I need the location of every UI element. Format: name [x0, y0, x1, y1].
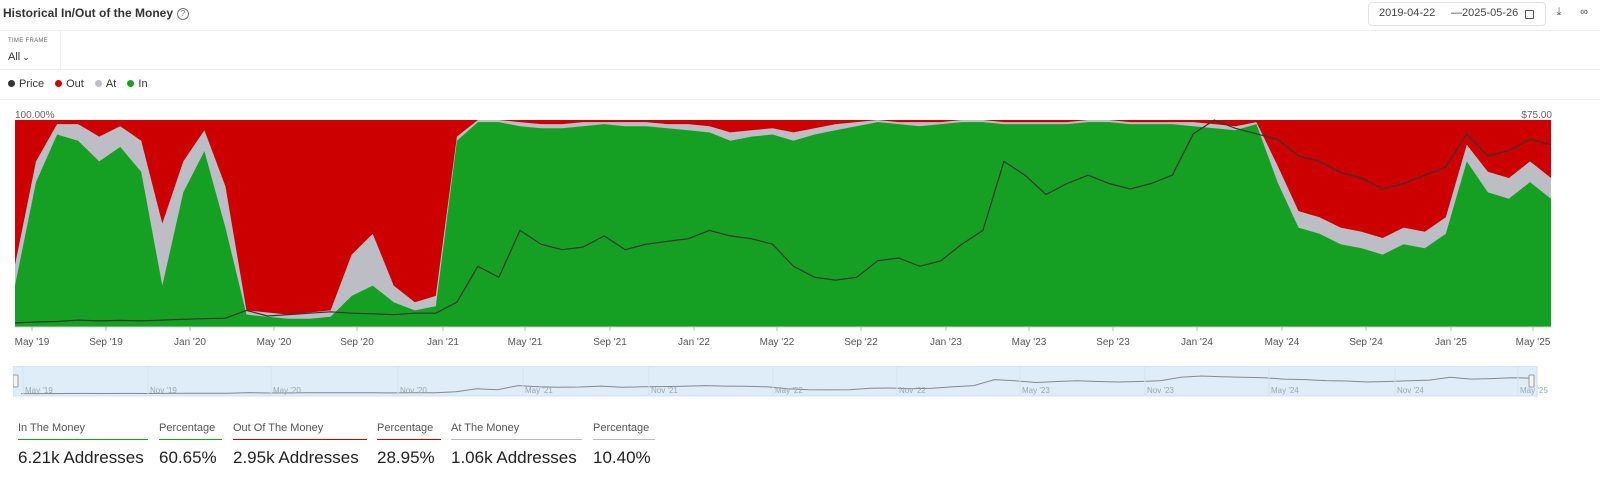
stat-value: 60.65%: [159, 448, 217, 467]
x-tick-label: Jan '23: [930, 337, 962, 348]
stat-value: 6.21k Addresses: [18, 448, 144, 467]
chart-legend: Price Out At In: [8, 78, 156, 90]
y-axis-left-label: 100.00%: [15, 110, 55, 121]
download-icon[interactable]: ⤓: [1556, 6, 1562, 18]
x-tick-label: Sep '24: [1349, 337, 1383, 348]
legend-dot: [55, 80, 63, 87]
legend-item-at[interactable]: At: [94, 78, 117, 90]
stat-at-the-money: At The Money 1.06k Addresses: [451, 422, 582, 468]
legend-label: In: [138, 78, 148, 90]
timeframe-selector[interactable]: TIME FRAME All ⌄: [0, 31, 61, 69]
stat-at-percentage: Percentage 10.40%: [593, 422, 655, 468]
series-area-in: [15, 122, 1551, 327]
stat-value: 28.95%: [377, 448, 435, 467]
stat-value: 1.06k Addresses: [451, 448, 577, 467]
x-tick-label: May '19: [15, 337, 50, 348]
title-text: Historical In/Out of the Money: [3, 6, 174, 20]
x-tick-label: May '22: [760, 337, 795, 348]
x-tick-label: Sep '20: [340, 337, 374, 348]
legend-item-out[interactable]: Out: [55, 78, 84, 90]
navigator-tick-label: Nov '24: [1397, 386, 1424, 395]
navigator[interactable]: May '19 Nov '19 May '20 Nov '20 May '21 Nov '…: [13, 366, 1573, 398]
navigator-tick-label: May '24: [1271, 386, 1299, 395]
page-title: Historical In/Out of the Money?: [3, 6, 190, 20]
x-tick-label: Sep '23: [1096, 337, 1130, 348]
stat-label: Out Of The Money: [233, 422, 367, 440]
y-axis-right-label: $75.00: [1521, 110, 1552, 121]
stat-out-of-the-money: Out Of The Money 2.95k Addresses: [233, 422, 367, 468]
navigator-tick-label: Nov '20: [400, 386, 427, 395]
date-from: 2019-04-22: [1379, 7, 1436, 19]
x-tick-label: May '21: [508, 337, 543, 348]
stat-in-percentage: Percentage 60.65%: [159, 422, 222, 468]
timeframe-value-text: All: [8, 51, 21, 63]
stat-label: At The Money: [451, 422, 582, 440]
navigator-series-line: [21, 375, 1534, 395]
navigator-handle-right[interactable]: [1528, 374, 1535, 388]
navigator-handle-left[interactable]: [13, 374, 19, 388]
legend-label: At: [105, 78, 117, 90]
x-tick-label: May '23: [1012, 337, 1047, 348]
x-tick-label: May '20: [257, 337, 292, 348]
navigator-tick-label: May '21: [525, 386, 553, 395]
stat-label: Percentage: [593, 422, 655, 440]
divider: [0, 99, 1600, 100]
stat-label: In The Money: [18, 422, 148, 440]
question-circle-icon[interactable]: ?: [177, 8, 190, 20]
legend-item-in[interactable]: In: [127, 78, 148, 90]
divider: [0, 69, 1600, 70]
x-tick-label: Jan '21: [427, 337, 459, 348]
x-tick-label: Sep '22: [844, 337, 878, 348]
stat-in-the-money: In The Money 6.21k Addresses: [18, 422, 148, 468]
legend-dot: [94, 80, 102, 87]
navigator-tick-label: Nov '23: [1147, 386, 1174, 395]
timeframe-value[interactable]: All ⌄: [8, 51, 30, 63]
x-tick-label: Jan '25: [1435, 337, 1467, 348]
navigator-tick-label: May '22: [775, 386, 803, 395]
calendar-icon[interactable]: [1525, 10, 1534, 19]
chevron-down-icon: ⌄: [22, 52, 30, 62]
x-tick-label: Sep '21: [593, 337, 627, 348]
navigator-range[interactable]: [13, 366, 1538, 397]
x-tick-label: Sep '19: [89, 337, 123, 348]
date-to: 2025-05-26: [1462, 7, 1519, 19]
stat-value: 10.40%: [593, 448, 651, 467]
header-bar: Historical In/Out of the Money? 2019-04-…: [0, 0, 1600, 31]
navigator-tick-label: Nov '19: [150, 386, 177, 395]
x-tick-label: May '24: [1265, 337, 1300, 348]
x-tick-label: Jan '20: [174, 337, 206, 348]
navigator-tick-label: May '23: [1022, 386, 1050, 395]
timeframe-label: TIME FRAME: [8, 38, 48, 44]
date-separator: —: [1451, 7, 1462, 19]
x-tick-label: May '25: [1516, 337, 1551, 348]
date-range-picker[interactable]: 2019-04-22 — 2025-05-26: [1368, 2, 1546, 26]
stat-label: Percentage: [377, 422, 441, 440]
legend-label: Out: [66, 78, 84, 90]
navigator-tick-label: Nov '21: [651, 386, 678, 395]
legend-dot: [127, 80, 135, 87]
navigator-tick-label: Nov '22: [899, 386, 926, 395]
stat-label: Percentage: [159, 422, 222, 440]
navigator-tick-label: May '19: [25, 386, 53, 395]
link-icon[interactable]: ∞: [1580, 6, 1588, 18]
legend-item-price[interactable]: Price: [8, 78, 44, 90]
series-line-price: [14, 119, 1552, 324]
legend-label: Price: [19, 78, 45, 90]
navigator-tick-label: May '25: [1520, 386, 1548, 395]
stat-value: 2.95k Addresses: [233, 448, 359, 467]
navigator-tick-label: May '20: [273, 386, 301, 395]
x-tick-label: Jan '22: [678, 337, 710, 348]
legend-dot: [8, 80, 15, 87]
x-tick-label: Jan '24: [1181, 337, 1213, 348]
chart-svg[interactable]: 100.00% $75.00 May '19 Sep '19 Jan '20 May '2…: [0, 100, 1600, 400]
stat-out-percentage: Percentage 28.95%: [377, 422, 441, 468]
